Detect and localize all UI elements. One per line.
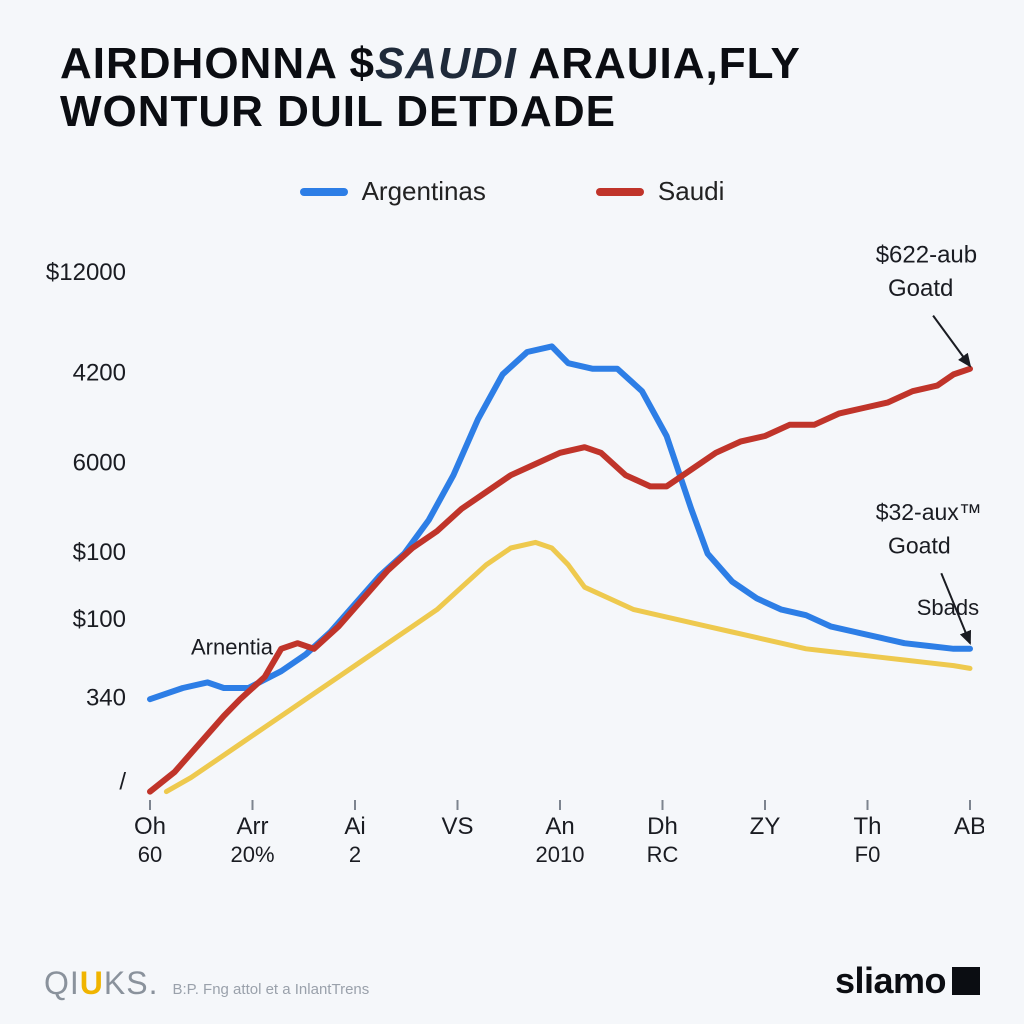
legend-swatch-argentinas	[300, 188, 348, 196]
title-line1-b: ARAUIA,FLY	[517, 39, 801, 88]
footer-left-brand: QIUKS. B:P. Fng attol et a InlantTrens	[44, 965, 369, 1002]
svg-text:$100: $100	[73, 539, 126, 566]
title-accent: SAUDI	[375, 39, 517, 88]
svg-text:Arr: Arr	[237, 813, 269, 840]
legend-item-saudi: Saudi	[596, 176, 725, 207]
svg-text:F0: F0	[855, 842, 881, 867]
x-axis-labels: Oh60 Arr20% Ai2 VS An2010 DhRC ZY ThF0 AB	[134, 800, 984, 867]
footer-right-text: sliamo	[835, 960, 946, 1002]
legend-label-saudi: Saudi	[658, 176, 725, 207]
line-chart: $1200042006000$100$100340/ Oh60Arr20%Ai2…	[40, 210, 984, 900]
footer-right-brand: sliamo	[835, 960, 980, 1002]
title-line2: WONTUR DUIL DETDADE	[60, 87, 616, 136]
svg-text:Arnentia: Arnentia	[191, 634, 274, 659]
svg-text:4200: 4200	[73, 360, 126, 387]
svg-text:An: An	[545, 813, 574, 840]
svg-text:Sbads: Sbads	[917, 595, 979, 620]
y-axis-labels: $12000 4200 6000 $100 $100 340 /	[46, 259, 126, 796]
svg-text:6000: 6000	[73, 449, 126, 476]
svg-text:20%: 20%	[230, 842, 274, 867]
chart-series	[150, 346, 970, 791]
legend: Argentinas Saudi	[0, 176, 1024, 207]
svg-text:$100: $100	[73, 606, 126, 633]
legend-swatch-saudi	[596, 188, 644, 196]
legend-item-argentinas: Argentinas	[300, 176, 486, 207]
svg-text:Goatd: Goatd	[888, 533, 951, 559]
footer-subtext: B:P. Fng attol et a InlantTrens	[172, 981, 369, 998]
svg-text:AB: AB	[954, 813, 984, 840]
svg-text:$12000: $12000	[46, 259, 126, 286]
svg-text:$622-aub: $622-aub	[876, 241, 977, 268]
svg-text:Ai: Ai	[344, 813, 365, 840]
chart-title: AIRDHONNA $SAUDI ARAUIA,FLY WONTUR DUIL …	[60, 40, 801, 137]
svg-text:$32-aux™: $32-aux™	[876, 499, 982, 525]
svg-text:VS: VS	[441, 813, 473, 840]
svg-text:Th: Th	[853, 813, 881, 840]
svg-text:340: 340	[86, 685, 126, 712]
footer-right-mark-icon	[952, 967, 980, 995]
svg-text:2: 2	[349, 842, 361, 867]
svg-text:Dh: Dh	[647, 813, 678, 840]
svg-text:60: 60	[138, 842, 162, 867]
svg-text:Goatd: Goatd	[888, 275, 953, 302]
svg-text:2010: 2010	[536, 842, 585, 867]
svg-text:ZY: ZY	[750, 813, 781, 840]
footer: QIUKS. B:P. Fng attol et a InlantTrens s…	[44, 960, 980, 1002]
svg-text:Oh: Oh	[134, 813, 166, 840]
legend-label-argentinas: Argentinas	[362, 176, 486, 207]
svg-text:RC: RC	[647, 842, 679, 867]
svg-text:/: /	[119, 769, 126, 796]
footer-logo: QIUKS.	[44, 965, 158, 1002]
title-line1-a: AIRDHONNA $	[60, 39, 375, 88]
chart-arrows	[933, 316, 970, 644]
